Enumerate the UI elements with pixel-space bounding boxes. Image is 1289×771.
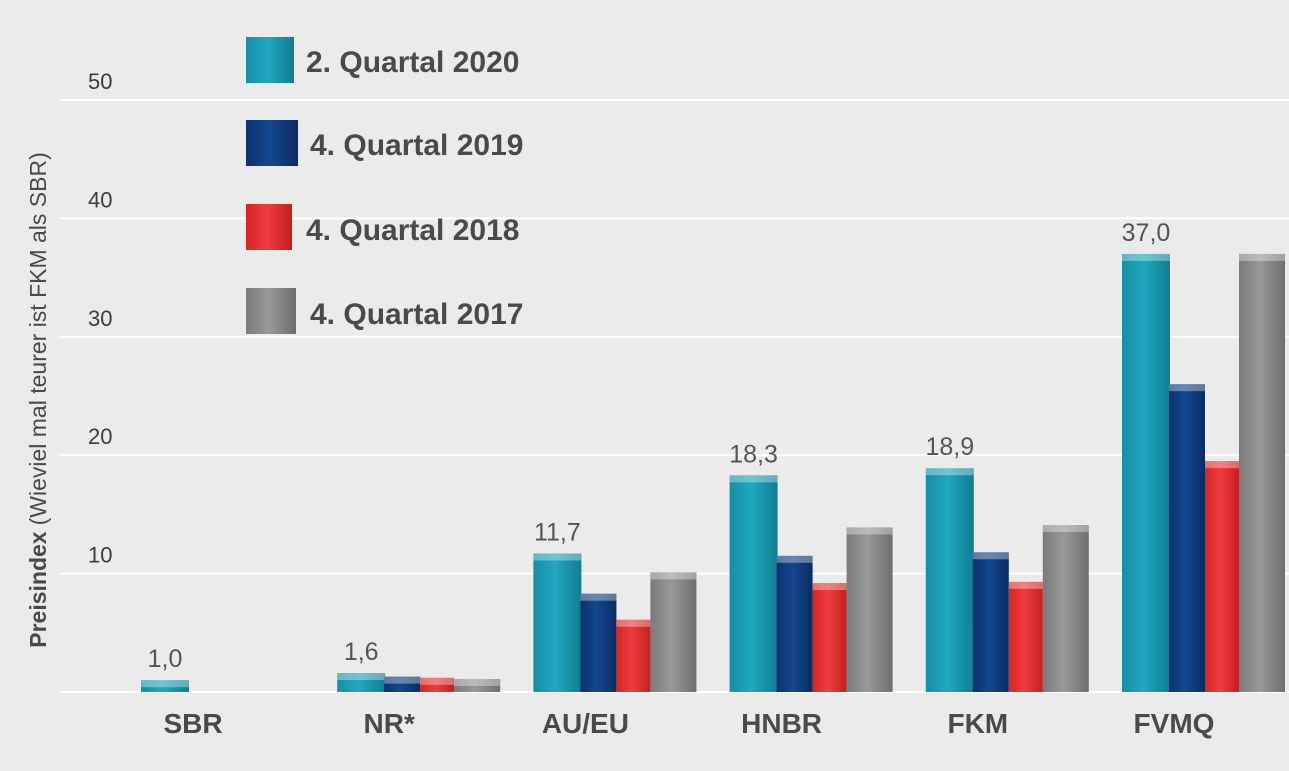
bar-highlight	[1205, 461, 1239, 469]
y-tick-label: 30	[88, 306, 112, 331]
y-axis-title-rest: (Wieviel mal teurer ist FKM als SBR)	[25, 152, 51, 525]
bar-AU/EU-series-0	[533, 553, 582, 692]
bar-highlight	[925, 468, 974, 476]
bar-highlight	[580, 593, 617, 601]
x-tick-label-NR*: NR*	[364, 708, 415, 739]
bar-HNBR-series-3	[846, 527, 893, 692]
bar-highlight	[1239, 253, 1285, 261]
legend-label-2018: 4. Quartal 2018	[306, 214, 519, 247]
data-labels: 1,0 1,6 11,7 18,3 18,9 37,0	[148, 219, 1171, 673]
y-axis-title-bold: Preisindex	[25, 531, 51, 648]
bar-SBR-series-0	[141, 680, 189, 692]
data-label-FKM: 18,9	[925, 433, 974, 461]
bar-highlight	[384, 676, 421, 684]
bar-highlight	[729, 475, 778, 483]
y-axis-ticks: 10 20 30 40 50	[88, 69, 112, 568]
legend-label-2020: 2. Quartal 2020	[306, 46, 519, 79]
bar-FKM-series-2	[1008, 581, 1043, 692]
y-axis-title: Preisindex (Wieviel mal teurer ist FKM al…	[25, 152, 51, 648]
legend-label-2019: 4. Quartal 2019	[310, 129, 523, 162]
bar-FVMQ-series-0	[1122, 253, 1170, 693]
bar-highlight	[141, 680, 189, 688]
bars	[141, 253, 1285, 693]
bar-highlight	[533, 553, 582, 561]
legend-swatch-2017	[246, 288, 296, 334]
bar-highlight	[1042, 525, 1089, 533]
bar-highlight	[650, 572, 697, 580]
data-label-HNBR: 18,3	[729, 440, 778, 468]
x-tick-label-AU/EU: AU/EU	[542, 708, 629, 739]
x-tick-label-SBR: SBR	[163, 708, 222, 739]
y-tick-label: 10	[88, 543, 112, 568]
y-tick-label: 20	[88, 424, 112, 449]
bar-HNBR-series-2	[812, 583, 847, 692]
bar-NR*-series-0	[337, 673, 386, 692]
legend-swatch-2020	[246, 37, 294, 83]
bar-highlight	[776, 555, 813, 563]
bar-AU/EU-series-1	[580, 593, 617, 692]
x-axis-labels: SBR NR* AU/EU HNBR FKM FVMQ	[163, 708, 1214, 739]
x-tick-label-FVMQ: FVMQ	[1134, 708, 1215, 739]
bar-HNBR-series-1	[776, 555, 813, 692]
bar-NR*-series-1	[384, 676, 421, 692]
bar-FKM-series-3	[1042, 525, 1089, 692]
legend-swatch-2018	[246, 204, 292, 250]
bar-NR*-series-3	[454, 678, 501, 692]
bar-AU/EU-series-3	[650, 572, 697, 692]
bar-highlight	[420, 677, 455, 685]
data-label-AU/EU: 11,7	[534, 518, 581, 546]
bar-highlight	[846, 527, 893, 535]
data-label-NR*: 1,6	[344, 638, 379, 666]
x-tick-label-FKM: FKM	[947, 708, 1008, 739]
data-label-FVMQ: 37,0	[1122, 219, 1171, 247]
bar-highlight	[454, 678, 501, 686]
bar-highlight	[1008, 581, 1043, 589]
bar-FVMQ-series-1	[1169, 384, 1205, 692]
bar-FVMQ-series-3	[1239, 253, 1285, 693]
bar-highlight	[1122, 253, 1170, 261]
bar-FVMQ-series-2	[1205, 461, 1239, 692]
bar-highlight	[337, 673, 386, 681]
y-tick-label: 40	[88, 187, 112, 212]
y-tick-label: 50	[88, 69, 112, 94]
data-label-SBR: 1,0	[148, 645, 183, 673]
bar-highlight	[616, 619, 651, 627]
x-tick-label-HNBR: HNBR	[741, 708, 822, 739]
bar-highlight	[1169, 384, 1205, 392]
legend-label-2017: 4. Quartal 2017	[310, 298, 523, 331]
bar-highlight	[812, 583, 847, 591]
legend: 2. Quartal 2020 4. Quartal 2019 4. Quart…	[246, 37, 523, 334]
bar-HNBR-series-0	[729, 475, 778, 692]
legend-swatch-2019	[246, 120, 298, 166]
bar-highlight	[972, 552, 1009, 560]
bar-FKM-series-0	[925, 468, 974, 692]
bar-FKM-series-1	[972, 552, 1009, 692]
bar-NR*-series-2	[420, 677, 455, 692]
bar-AU/EU-series-2	[616, 619, 651, 692]
